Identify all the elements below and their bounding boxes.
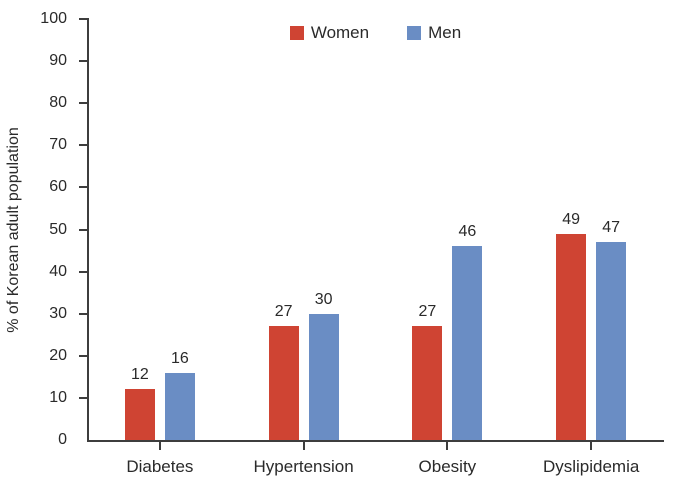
- y-tick-label: 50: [49, 220, 67, 238]
- y-tick: [79, 228, 87, 231]
- bar-men: [452, 246, 483, 440]
- y-tick-label: 70: [49, 136, 67, 154]
- y-tick-label: 40: [49, 262, 67, 280]
- bar-women: [268, 326, 299, 440]
- y-tick-label: 90: [49, 52, 67, 70]
- y-tick: [79, 60, 87, 63]
- bar-women: [124, 389, 155, 440]
- y-tick-label: 20: [49, 346, 67, 364]
- bar-value-label: 12: [130, 366, 149, 384]
- legend-label-men: Men: [428, 23, 462, 42]
- bar-men: [596, 242, 627, 440]
- x-tick: [158, 442, 161, 450]
- y-axis-line: [87, 18, 89, 442]
- bar-men: [308, 313, 339, 440]
- bar-value-label: 27: [418, 303, 437, 321]
- chart-legend: Women Men: [88, 24, 663, 41]
- category-label: Obesity: [418, 457, 477, 476]
- y-tick: [79, 186, 87, 189]
- y-tick-label: 30: [49, 304, 67, 322]
- bar-men: [164, 372, 195, 440]
- y-tick: [79, 144, 87, 147]
- y-tick-label: 60: [49, 178, 67, 196]
- y-axis-title: % of Korean adult population: [5, 127, 22, 333]
- bar-value-label: 49: [562, 210, 581, 228]
- y-tick-label: 100: [40, 10, 67, 27]
- legend-label-women: Women: [310, 23, 370, 42]
- y-tick: [79, 354, 87, 357]
- y-tick-label: 0: [58, 431, 67, 448]
- x-tick: [590, 442, 593, 450]
- y-tick: [79, 18, 87, 20]
- x-tick: [446, 442, 449, 450]
- bar-women: [412, 326, 443, 440]
- y-tick: [79, 396, 87, 399]
- bar-value-label: 16: [170, 349, 189, 367]
- bar-value-label: 30: [314, 290, 333, 308]
- category-label: Dyslipidemia: [542, 457, 640, 476]
- y-tick-label: 10: [49, 388, 67, 406]
- category-label: Diabetes: [126, 457, 194, 476]
- x-axis-line: [87, 440, 664, 442]
- bar-value-label: 46: [458, 223, 477, 241]
- x-tick: [302, 442, 305, 450]
- legend-item-women: Women: [289, 23, 370, 42]
- bar-women: [556, 233, 587, 440]
- y-tick: [79, 270, 87, 273]
- legend-swatch-women: [289, 25, 304, 40]
- bar-value-label: 47: [602, 219, 621, 237]
- y-tick-label: 80: [49, 94, 67, 112]
- y-tick: [79, 102, 87, 105]
- bar-value-label: 27: [274, 303, 293, 321]
- y-tick: [79, 312, 87, 315]
- legend-item-men: Men: [407, 24, 461, 41]
- legend-swatch-men: [407, 25, 422, 40]
- category-label: Hypertension: [253, 457, 354, 476]
